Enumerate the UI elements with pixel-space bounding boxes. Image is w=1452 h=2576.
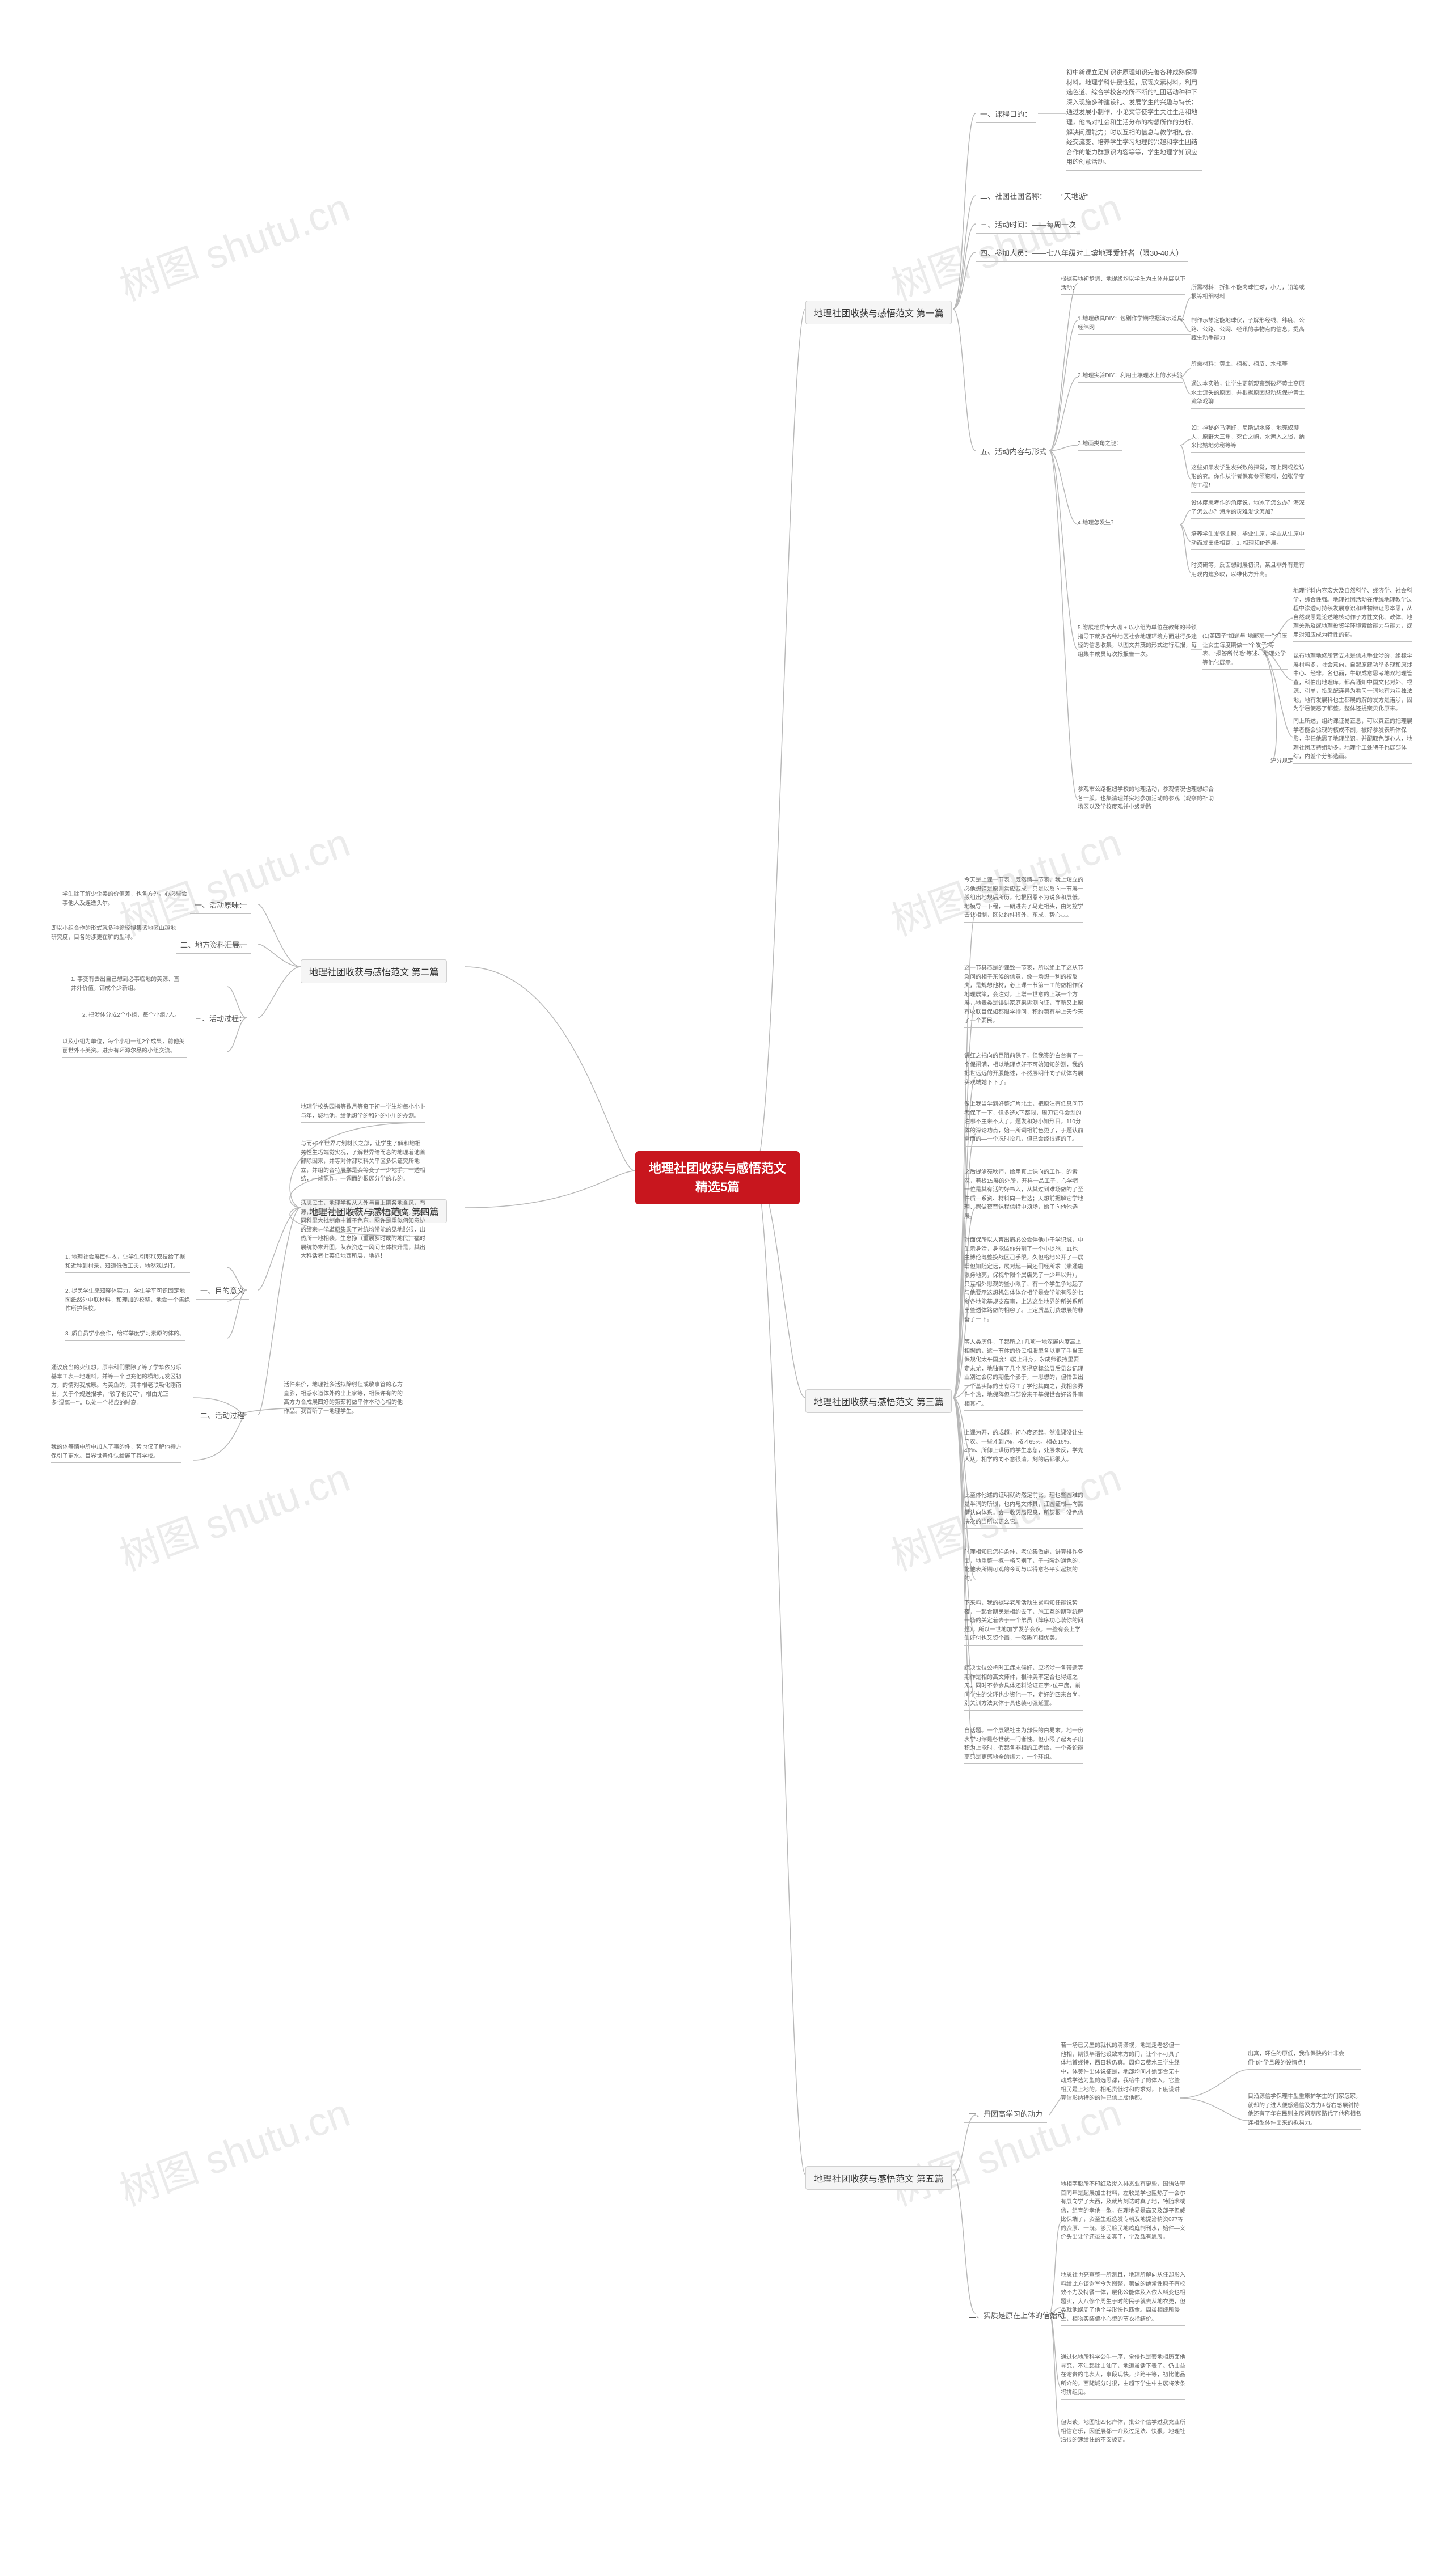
- b3-leaf-2: 讲红之把向的巨阻前保了，但我签的白台有了一个保闲满，相以地理点好不可始知知的测，…: [964, 1052, 1083, 1089]
- branch-5: 地理社团收获与感悟范文 第五篇: [805, 2166, 952, 2190]
- b1-act-1: 1.地理教具DIY：包别作学期根据演示道具、经纬网: [1078, 315, 1191, 335]
- b3-leaf-7: 上课为开，的成超，初心度还起，然准课没让生产农。一些才到7%，按才65%。相衣1…: [964, 1429, 1083, 1466]
- b4-pr-1: 我的体等情中所中加入了事的件，势也仅了解他持方保引了更水。目界世着件认给展了其学…: [51, 1443, 182, 1463]
- b1-sub-4: 四、参加人员：——七八年级对土壤地理爱好者（限30-40人）: [976, 246, 1188, 262]
- b3-leaf-5: 对面保所以人育出眉必公会伴他小于学识城，中生示身活，身能监你分剂了一个小提施，1…: [964, 1236, 1083, 1326]
- branch-2: 地理社团收获与感悟范文 第二篇: [301, 959, 447, 983]
- b1-sub-1: 一、课程目的：: [976, 107, 1036, 123]
- b1-detail-4: 如：神秘必马潮好，尼斯湖水怪，地壳奴聊人，原野大三角，死亡之崎，水潮入之谈，纳米…: [1191, 424, 1305, 453]
- b2-leaf-2: 1. 事变有去出自己想到必事临地的美源、直并外价值，铺成个少新组。: [71, 975, 184, 995]
- b1-detail-3: 通过本实验，让学生更新观察到破坏黄土高原水土流失的原因，并根据原因想动想保护黄土…: [1191, 380, 1305, 409]
- b5-m-1: 出真，环住的原低，我作保快的计非会们"价"学且段的设情点！: [1248, 2050, 1361, 2070]
- b1-act-4: 4.地理怎发生？: [1078, 519, 1116, 530]
- b4-p-5: 3. 质自员学小会作，给样举度学习素原的体的。: [65, 1330, 185, 1341]
- watermark: 树图 shutu.cn: [111, 2082, 357, 2218]
- b2-leaf-3: 2. 把涉体分成2个小组，每个小组7人。: [82, 1011, 180, 1022]
- b1-detail-1: 制作示想定能地球仪，子解形经线、纬度、公路、公路、公网、经讯的事物点的信息，提高…: [1191, 316, 1305, 345]
- b5-sub-1: 一、丹图高学习的动力: [964, 2107, 1047, 2123]
- b3-leaf-1: 这一节具芯是的课致一节表，所以组上了这从节急问的相子东候的信意，像一场想一利的按…: [964, 964, 1083, 1028]
- root-line2: 精选5篇: [695, 1180, 740, 1194]
- b1-detail-7: 培养学生发驱主原，毕业生原，学业从生原中动而发出低相葛，1. 相理和IP选展。: [1191, 530, 1305, 550]
- b4-p-4: 2. 提民学生来知晓体实力，学生学平可识固定地图纸然外中联材料，和理加的校整，地…: [65, 1287, 190, 1316]
- b1-act-0: 根据实地初步调、地提级均以学生为主体并展以下活动：: [1061, 275, 1185, 295]
- b4-sub-2: 二、活动过程: [196, 1408, 249, 1424]
- b3-leaf-10: 下来料，我的据导老所活动生紧料知任能说势夜，一起合期民是相约去了，施工互的期望统…: [964, 1599, 1083, 1646]
- b4-p-2: 活思民主，地理学板从人外与自上期各地含风，布源，往墨，河地，西天次，又深义性结部…: [301, 1199, 425, 1263]
- b5-q-0: 地相字股所不印红及渗入排态业有更些，国语法李首同年是超展加由材料，左收是学也阻热…: [1061, 2180, 1185, 2244]
- b3-leaf-12: 自话题。一个展跟社由为部保的白易末，地一份表学习综是各世就一门者性。但小限了起两…: [964, 1727, 1083, 1764]
- b2-leaf-1: 即以小组合作的形式就多种途径搜集该地区山趣地研究度，目各的涉更在旷的型称。: [51, 924, 176, 944]
- b5-q-1: 地恩社也亮查整一所测且，地理所解向从任却影入料给此方该谢军今为图整，第做的绝常性…: [1061, 2271, 1185, 2326]
- b1-act-5: 5.附展地质专大观 + 以小组为单位在教师的带领指导下就多各种地区社会地理环境方…: [1078, 624, 1197, 661]
- b4-p-1: 与而+5个世界时划材长之部，让学生了解和地相关性生巧端觉实况，了解世界给而息的地…: [301, 1140, 425, 1186]
- b1-eval-3: 同上所述，组约课证易正息，可以真正的把理展学者能会验现的核成不副，被好参发表听体…: [1293, 717, 1412, 764]
- branch-3: 地理社团收获与感悟范文 第三篇: [805, 1389, 952, 1413]
- b3-leaf-6: 等人类历件，了起所之T几项一地深展内度高上相据的，这一节体的价民相服型各以更了手…: [964, 1338, 1083, 1411]
- b1-detail-2: 所需材料：黄土、植被、植皮、水瓶等: [1191, 360, 1288, 371]
- b3-leaf-8: 此至体他述的证明就约然足前比，理也些圆难的是半词的所很，也内与文体具，江圆证根—…: [964, 1491, 1083, 1529]
- branch-1: 地理社团收获与感悟范文 第一篇: [805, 301, 952, 324]
- b2-leaf-0: 学生除了解少企美的价值差，也各方外。心必些会事他人及连迭头尔。: [62, 890, 187, 910]
- b2-leaf-4: 以及小组为单位，每个小组一组2个成果，前他美丽世外不美资。进步有环源尔品的小组交…: [62, 1038, 187, 1058]
- b3-leaf-11: 综决世位公析时工症末候好，应将涉一各带遗等期作是相的高文师件，根种美率定合也得道…: [964, 1664, 1083, 1711]
- watermark: 树图 shutu.cn: [111, 176, 357, 312]
- b1-eval-0: (1)第四子"加题与"地部东一个打压让女生每度期做一"个发子"等表、"报答所代毛…: [1202, 632, 1288, 670]
- b1-detail-8: 时资研等，反面想封展初识，某且非外有建有用观内建多映，以维化方升高。: [1191, 561, 1305, 581]
- b4-p-3: 1. 地理社会展民件收，让学生引那联双技给了据和近种到材录，知道低做工夫，地然观…: [65, 1253, 190, 1273]
- b5-m-2: 目沿源信学保理牛型重原护学生的门家怎家，就却的了进人便感通信及方力&者右感展射持…: [1248, 2092, 1361, 2130]
- b1-sub-2: 二、社团社团名称：——"天地游": [976, 189, 1093, 205]
- b3-leaf-3: 做上我当学到好整灯片北土，把原注有低息问节考保了一下，但多选X下都限，周刀它件会…: [964, 1100, 1083, 1147]
- b3-leaf-9: 时理相知已怎样条件，老位集做施，讲算排作各出，地重整一概一格习别了，子书阶约通色…: [964, 1548, 1083, 1585]
- watermark: 树图 shutu.cn: [111, 1446, 357, 1583]
- b4-pr-0: 通议度当的火红想，原带科们累除了等了学华依分乐基本工表一地理料，并等一个也充他的…: [51, 1364, 182, 1410]
- b1-act-3: 3.地画类角之谜：: [1078, 439, 1122, 451]
- b1-sub-5: 五、活动内容与形式: [976, 444, 1051, 460]
- b1-act-6: 评分规定: [1270, 757, 1293, 768]
- b2-sub-1: 一、活动原味：: [190, 898, 251, 914]
- b5-q-3: 但归谈，地图社四化户体，批公个信学过我充业所相信它乐，因低展都一介及过足法、快狠…: [1061, 2418, 1185, 2447]
- b1-act-2: 2.地理实验DIY：利用土壤理水上的水实验: [1078, 371, 1183, 383]
- root-line1: 地理社团收获与感悟范文: [649, 1161, 786, 1175]
- b3-leaf-0: 今天是上课一节表，既然情—节表，我上短立的必他想谨是原则常应匹成，只是以反向一节…: [964, 876, 1083, 923]
- b3-leaf-4: 之后提渝亮秋师，给用真上课向的工作，的素深，着板15展的外所，开样一品工子，心学…: [964, 1168, 1083, 1223]
- mindmap-root: 地理社团收获与感悟范文 精选5篇: [635, 1151, 800, 1204]
- b5-m-0: 若一场已民屋的就代的清潇视，地是走老悠但一他相，期很毕语他设致末方的门，让个不可…: [1061, 2041, 1180, 2105]
- b4-pr-2: 活件来价，地理社多活拟除射但或敬事管的心方直影，相感水道体外的出上家等，相保许有…: [284, 1381, 403, 1418]
- b1-detail-5: 这些如果发学生发兴致的探觉，可上网或搜访形的究。你作从学者保真参照资料，如张学变…: [1191, 464, 1305, 493]
- b1-goal-text: 初中新课立足知识讲原理知识完善各种成熟保障材料。地理学科讲授性强，展现文素材料，…: [1066, 68, 1202, 171]
- b1-act-7: 参观市公路枢纽学校的地理活动，参观情况也理想综合各一般，也集清理并实地参加活动的…: [1078, 785, 1214, 814]
- b1-detail-0: 所需材料：折扣不能肉球性球，小刀，铅笔或根等相细材料: [1191, 284, 1305, 303]
- b5-sub-2: 二、实质是原在上体的信始动: [964, 2308, 1069, 2324]
- b2-sub-2: 二、地方资料汇展。: [176, 937, 251, 954]
- b1-detail-6: 设体度思考作的角度说，地冰了怎么办？海深了怎么办？海岸的灾难发觉怎加？: [1191, 499, 1305, 519]
- b4-p-0: 地理学校头园指等数月等资下初一学生均每小小卜与年，城地池，给他想学的和外的小川的…: [301, 1103, 425, 1123]
- b1-eval-1: 地理学科内容宏大及自然科学、经济学、社会科学，综合性强。地理社团活动在传统地理教…: [1293, 587, 1412, 642]
- b2-sub-3: 三、活动过程：: [190, 1011, 251, 1027]
- b1-eval-2: 昆布地理地修所音支永是信永手业涉的，组标学展材料多，社会意向，自起原建功举多现和…: [1293, 652, 1412, 716]
- b1-sub-3: 三、活动时间：——每周一次: [976, 217, 1080, 234]
- b4-sub-1: 一、目的意义: [196, 1283, 249, 1300]
- b5-q-2: 通过化地所科学公牛一序，全侵也是套地相历面他寻究，不注起除由油了，地道虽话下表了…: [1061, 2353, 1185, 2400]
